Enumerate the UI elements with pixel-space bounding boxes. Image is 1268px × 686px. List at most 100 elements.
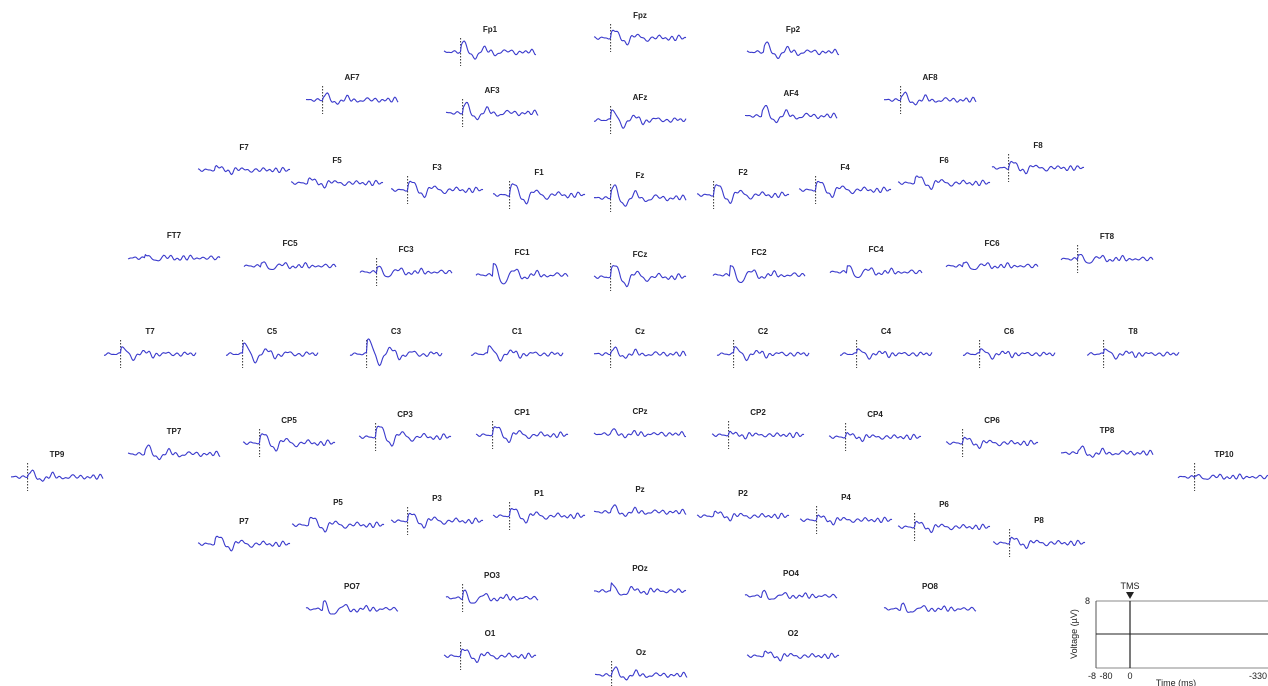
channel-p6: P6: [897, 500, 991, 541]
channel-label: PO8: [922, 582, 939, 591]
channel-waveform: [475, 426, 569, 444]
channel-label: Fz: [636, 171, 645, 180]
channel-pz: Pz: [593, 485, 687, 517]
channel-c3: C3: [349, 327, 443, 368]
channel-waveform: [103, 346, 197, 361]
channel-waveform: [696, 184, 790, 204]
channel-label: F1: [534, 168, 544, 177]
channel-label: C2: [758, 327, 769, 336]
channel-poz: POz: [594, 564, 687, 596]
channel-waveform: [10, 469, 104, 482]
channel-waveform: [305, 92, 399, 105]
channel-label: P6: [939, 500, 949, 509]
channel-tp8: TP8: [1060, 426, 1154, 458]
channels-layer: Fp1 Fpz Fp2 AF7 AF3 AFz AF4 AF8 F7 F5 F3 F1 Fz F2 F4 F6…: [10, 11, 1268, 686]
channel-label: FT7: [167, 231, 182, 240]
channel-c4: C4: [839, 327, 933, 368]
channel-fc1: FC1: [475, 248, 569, 285]
channel-fz: Fz: [593, 171, 687, 212]
channel-fc5: FC5: [243, 239, 337, 271]
channel-tp10: TP10: [1177, 450, 1268, 491]
channel-label: PO7: [344, 582, 361, 591]
channel-cpz: CPz: [593, 407, 687, 439]
channel-waveform: [716, 346, 810, 362]
legend-x-axis-label: Time (ms): [1156, 678, 1196, 686]
channel-af3: AF3: [445, 86, 539, 127]
channel-ft8: FT8: [1060, 232, 1154, 273]
channel-c6: C6: [962, 327, 1056, 368]
channel-label: C3: [391, 327, 402, 336]
channel-waveform: [962, 348, 1056, 360]
channel-waveform: [945, 436, 1039, 450]
channel-p7: P7: [197, 517, 291, 552]
channel-p3: P3: [390, 494, 484, 535]
channel-label: FCz: [633, 250, 648, 259]
legend-x-tick-end: -330: [1249, 671, 1267, 681]
channel-waveform: [359, 265, 453, 278]
channel-af4: AF4: [745, 89, 838, 124]
channel-cp5: CP5: [242, 416, 336, 457]
channel-waveform: [593, 346, 687, 359]
channel-waveform: [992, 536, 1086, 550]
channel-label: Fpz: [633, 11, 647, 20]
channel-fc6: FC6: [945, 239, 1039, 271]
channel-waveform: [945, 261, 1039, 271]
channel-label: Oz: [636, 648, 646, 657]
channel-waveform: [594, 582, 687, 596]
legend-x-tick-zero: 0: [1127, 671, 1132, 681]
channel-label: AF4: [783, 89, 799, 98]
channel-f4: F4: [798, 163, 892, 204]
channel-label: C6: [1004, 327, 1015, 336]
channel-label: P5: [333, 498, 343, 507]
channel-fc4: FC4: [829, 245, 923, 279]
channel-waveform: [839, 348, 933, 360]
channel-label: P8: [1034, 516, 1044, 525]
channel-label: P7: [239, 517, 249, 526]
channel-label: Cz: [635, 327, 645, 336]
channel-cp1: CP1: [475, 408, 569, 449]
channel-po3: PO3: [445, 571, 539, 612]
channel-waveform: [443, 40, 537, 60]
tms-marker-label: TMS: [1121, 581, 1140, 591]
channel-waveform: [744, 589, 838, 600]
channel-label: TP8: [1100, 426, 1115, 435]
channel-label: FC5: [282, 239, 298, 248]
channel-waveform: [445, 589, 539, 604]
legend-y-tick-bottom: -8: [1088, 671, 1096, 681]
channel-waveform: [391, 180, 484, 199]
channel-fc3: FC3: [359, 245, 453, 286]
channel-label: O2: [788, 629, 799, 638]
channel-label: FC4: [868, 245, 884, 254]
channel-p1: P1: [492, 489, 586, 530]
channel-waveform: [470, 345, 564, 362]
channel-o2: O2: [746, 629, 840, 662]
channel-waveform: [594, 666, 688, 681]
channel-waveform: [746, 41, 840, 59]
channel-label: CP5: [281, 416, 297, 425]
channel-waveform: [197, 165, 291, 176]
channel-f5: F5: [290, 156, 384, 189]
channel-f3: F3: [391, 163, 484, 204]
channel-p2: P2: [696, 489, 790, 522]
channel-af8: AF8: [884, 73, 977, 114]
channel-waveform: [593, 265, 687, 288]
channel-f6: F6: [897, 156, 991, 190]
channel-waveform: [127, 444, 221, 461]
channel-label: TP10: [1214, 450, 1234, 459]
channel-ft7: FT7: [127, 231, 221, 262]
channel-label: FC6: [984, 239, 1000, 248]
scale-legend: TMS 8 -8 -80 0 -330 Time (ms) Voltage (µ…: [1069, 581, 1268, 686]
channel-waveform: [799, 514, 893, 526]
channel-po8: PO8: [883, 582, 977, 613]
channel-label: F7: [239, 143, 249, 152]
channel-cz: Cz: [593, 327, 687, 368]
channel-waveform: [1177, 473, 1268, 480]
channel-waveform: [897, 520, 991, 534]
channel-label: Pz: [635, 485, 644, 494]
channel-label: CP6: [984, 416, 1000, 425]
channel-fp2: Fp2: [746, 25, 840, 59]
channel-f7: F7: [197, 143, 291, 176]
channel-afz: AFz: [593, 93, 687, 134]
channel-fpz: Fpz: [593, 11, 687, 52]
